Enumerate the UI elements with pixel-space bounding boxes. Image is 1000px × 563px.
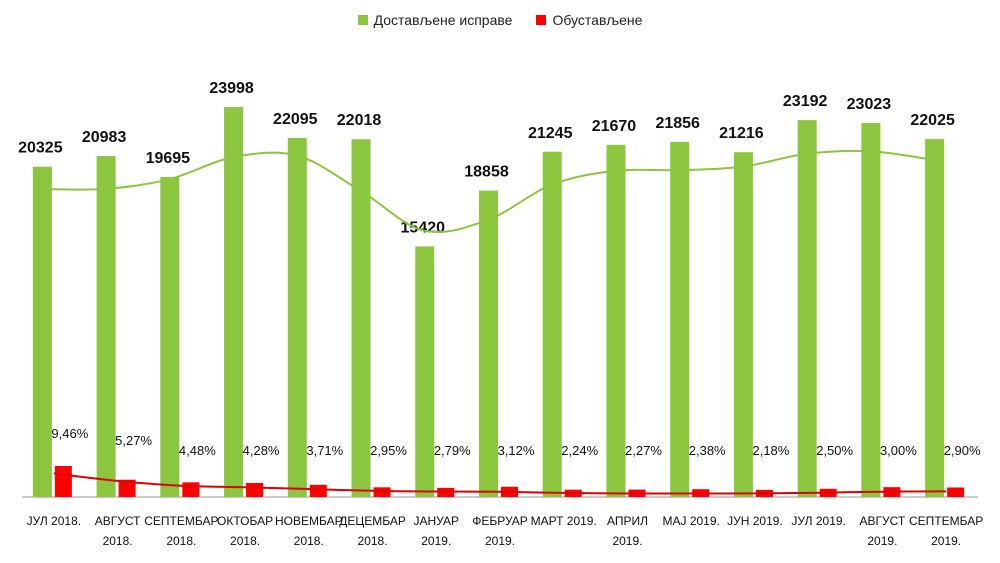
data-label-delivered: 22018 bbox=[337, 112, 382, 129]
x-tick-label: СЕПТЕМБАР bbox=[144, 514, 218, 528]
data-label-suspended: 3,12% bbox=[498, 443, 535, 458]
data-label-suspended: 2,90% bbox=[944, 443, 981, 458]
x-tick-label: АВГУСТ bbox=[95, 514, 141, 528]
bar-suspended bbox=[182, 482, 200, 497]
legend: Достављене исправе Обустављене bbox=[0, 12, 1000, 28]
legend-swatch-green bbox=[357, 15, 368, 25]
x-tick-label: ЈУЛ 2019. bbox=[791, 514, 845, 528]
data-label-delivered: 21245 bbox=[528, 125, 573, 142]
legend-swatch-red bbox=[536, 15, 547, 25]
bar-delivered bbox=[733, 152, 753, 498]
bar-suspended bbox=[309, 484, 327, 497]
bar-delivered bbox=[797, 120, 817, 497]
data-label-delivered: 18858 bbox=[464, 164, 509, 181]
x-tick-label: 2018. bbox=[166, 534, 196, 548]
data-label-delivered: 23998 bbox=[209, 80, 254, 97]
data-label-delivered: 21216 bbox=[719, 125, 764, 142]
data-label-suspended: 2,18% bbox=[752, 443, 789, 458]
data-label-suspended: 2,50% bbox=[816, 443, 853, 458]
x-tick-label: СЕПТЕМБАР bbox=[909, 514, 983, 528]
data-label-suspended: 2,27% bbox=[625, 443, 662, 458]
bar-delivered bbox=[606, 144, 626, 498]
x-tick-label: ОКТОБАР bbox=[217, 514, 273, 528]
bar-delivered bbox=[351, 139, 371, 497]
data-label-delivered: 23023 bbox=[847, 96, 892, 113]
bar-suspended bbox=[373, 487, 391, 497]
x-tick-label: 2018. bbox=[230, 534, 260, 548]
x-tick-label: 2018. bbox=[358, 534, 388, 548]
data-label-delivered: 15420 bbox=[401, 219, 446, 236]
bar-delivered bbox=[96, 156, 116, 497]
bar-delivered bbox=[925, 139, 945, 497]
x-tick-label: АПРИЛ bbox=[607, 514, 648, 528]
trendline-delivered bbox=[41, 149, 935, 234]
bar-delivered bbox=[479, 190, 498, 497]
bar-delivered bbox=[542, 151, 562, 498]
x-tick-label: АВГУСТ bbox=[860, 514, 906, 528]
bar-delivered bbox=[287, 137, 307, 498]
x-tick-label: ЈУН 2019. bbox=[727, 514, 783, 528]
legend-label-suspended: Обустављене bbox=[552, 12, 643, 28]
data-label-suspended: 3,71% bbox=[306, 443, 343, 458]
x-tick-label: 2019. bbox=[931, 534, 961, 548]
data-label-delivered: 20983 bbox=[82, 129, 127, 146]
x-tick-label: 2019. bbox=[612, 534, 642, 548]
bar-suspended bbox=[54, 466, 72, 497]
data-label-suspended: 4,48% bbox=[179, 443, 216, 458]
x-tick-label: МАРТ 2019. bbox=[531, 514, 597, 528]
bar-suspended bbox=[947, 487, 965, 497]
data-label-suspended: 9,46% bbox=[51, 426, 88, 441]
x-tick-label: 2019. bbox=[421, 534, 451, 548]
data-label-delivered: 21856 bbox=[655, 115, 700, 132]
x-tick-label: 2019. bbox=[867, 534, 897, 548]
data-label-suspended: 2,38% bbox=[689, 443, 726, 458]
x-tick-label: ФЕБРУАР bbox=[472, 514, 528, 528]
data-label-delivered: 22025 bbox=[910, 112, 955, 129]
bar-suspended bbox=[118, 479, 136, 497]
data-label-delivered: 19695 bbox=[146, 150, 191, 167]
bar-delivered bbox=[160, 176, 180, 498]
x-tick-label: ЈАНУАР bbox=[414, 514, 460, 528]
bar-delivered bbox=[861, 122, 881, 497]
data-label-delivered: 23192 bbox=[783, 93, 828, 110]
x-tick-label: 2018. bbox=[294, 534, 324, 548]
data-label-suspended: 3,00% bbox=[880, 443, 917, 458]
legend-item-suspended: Обустављене bbox=[536, 12, 642, 28]
x-tick-label: 2019. bbox=[485, 534, 515, 548]
data-label-delivered: 22095 bbox=[273, 111, 318, 128]
x-tick-label: 2018. bbox=[103, 534, 133, 548]
data-label-delivered: 20325 bbox=[18, 140, 63, 157]
data-label-suspended: 4,28% bbox=[243, 443, 280, 458]
data-label-delivered: 21670 bbox=[592, 118, 637, 135]
data-label-suspended: 2,95% bbox=[370, 443, 407, 458]
bar-delivered bbox=[415, 246, 435, 497]
x-tick-label: НОВЕМБАР bbox=[275, 514, 343, 528]
x-tick-label: МАЈ 2019. bbox=[663, 514, 720, 528]
bar-delivered bbox=[224, 107, 244, 497]
x-tick-label: ЈУЛ 2018. bbox=[27, 514, 81, 528]
legend-item-delivered: Достављене исправе bbox=[357, 12, 513, 28]
data-label-suspended: 5,27% bbox=[115, 433, 152, 448]
data-label-suspended: 2,24% bbox=[561, 443, 598, 458]
bar-suspended bbox=[246, 482, 264, 497]
bar-delivered bbox=[32, 166, 52, 497]
x-tick-label: ДЕЦЕМБАР bbox=[339, 514, 406, 528]
trendline-suspended bbox=[53, 472, 947, 495]
legend-label-delivered: Достављене исправе bbox=[373, 12, 513, 28]
bar-delivered bbox=[670, 141, 690, 497]
data-label-suspended: 2,79% bbox=[434, 443, 471, 458]
